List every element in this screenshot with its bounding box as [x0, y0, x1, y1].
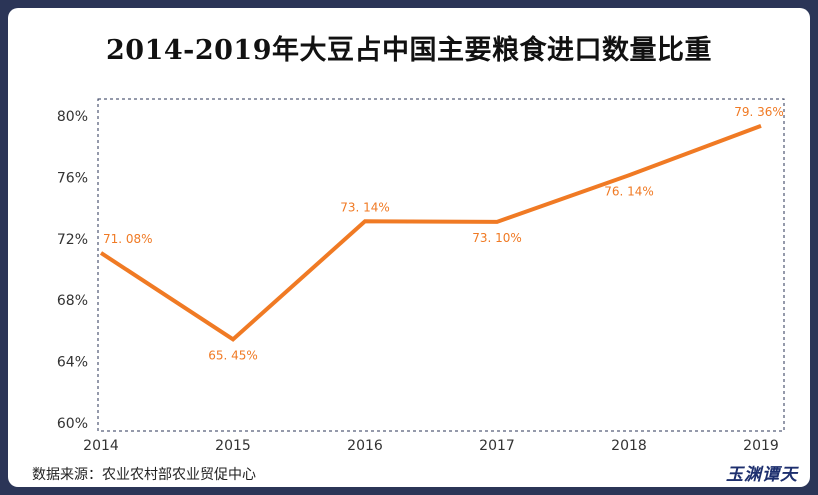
x-tick-label: 2017	[479, 438, 515, 454]
series-line	[99, 123, 762, 342]
y-tick-label: 68%	[57, 293, 88, 309]
x-tick-label: 2018	[611, 438, 647, 454]
x-tick-label: 2016	[347, 438, 383, 454]
data-labels: 71. 08% 65. 45% 73. 14% 73. 10% 76. 14% 79. 3…	[103, 105, 784, 363]
y-tick-label: 76%	[57, 170, 88, 186]
brand-logo: 玉渊谭天	[726, 465, 798, 485]
y-axis: 60% 64% 68% 72% 76% 80%	[57, 109, 88, 432]
data-label: 76. 14%	[604, 184, 654, 198]
x-axis: 2014 2015 2016 2017 2018 2019	[83, 438, 779, 454]
chart-title: 2014-2019年大豆占中国主要粮食进口数量比重	[106, 35, 712, 66]
y-tick-label: 80%	[57, 109, 88, 125]
source-note: 数据来源：农业农村部农业贸促中心	[32, 467, 256, 483]
data-label: 73. 10%	[472, 231, 522, 245]
data-label: 71. 08%	[103, 232, 153, 246]
y-tick-label: 64%	[57, 355, 88, 371]
x-tick-label: 2014	[83, 438, 119, 454]
data-label: 73. 14%	[340, 200, 390, 214]
data-label: 79. 36%	[734, 105, 784, 119]
plot-frame	[97, 98, 785, 432]
data-label: 65. 45%	[208, 348, 258, 362]
y-tick-label: 72%	[57, 232, 88, 248]
x-tick-label: 2019	[743, 438, 779, 454]
x-tick-label: 2015	[215, 438, 251, 454]
chart-card: 2014-2019年大豆占中国主要粮食进口数量比重 60% 64% 68% 72% 76…	[8, 8, 810, 487]
line-chart: 60%64%68%72%76%80% 2014 2015 2016 2017 2018 2…	[57, 98, 785, 454]
y-tick-label: 60%	[57, 416, 88, 432]
